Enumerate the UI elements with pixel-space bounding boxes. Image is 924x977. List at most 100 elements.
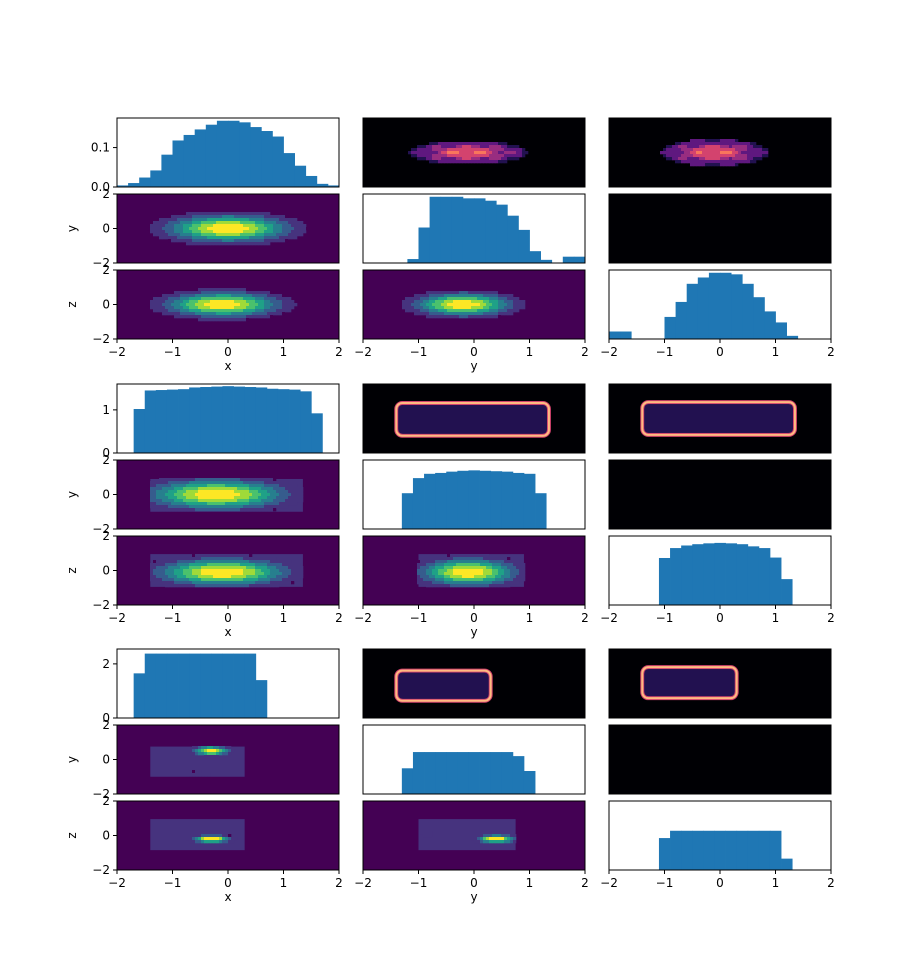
group-1-density-zx-cell	[153, 300, 157, 304]
group-2-density-zy-cell	[429, 578, 433, 582]
group-1-y-axis-tick-label: 2	[102, 187, 110, 201]
group-2-density-yx-cell	[294, 484, 298, 488]
group-2-density-zx-cell	[279, 566, 283, 570]
group-2-hist-x-bar	[233, 386, 246, 453]
group-2-density-zx-cell	[195, 575, 199, 579]
group-1-magma-xz-cell	[699, 148, 703, 152]
group-1-density-zx-cell	[258, 291, 262, 295]
group-1-density-zy-cell	[510, 306, 514, 310]
group-1-density-zy-cell	[471, 297, 475, 301]
group-2-density-yx-cell	[291, 493, 295, 497]
group-2-density-zx-cell	[165, 581, 169, 585]
group-3-ylabel-z: z	[65, 832, 79, 838]
group-3-density-zx-cell	[219, 834, 223, 838]
group-1-bottom-axis-3-tick-label: 0	[716, 345, 724, 359]
group-1-panel-frame	[608, 117, 832, 188]
group-2-density-zx-cell	[159, 560, 163, 564]
group-1-density-yx-cell	[231, 218, 235, 222]
group-2-density-zy-cell	[468, 584, 472, 588]
group-1-density-zy-cell	[432, 315, 436, 319]
group-1-magma-xz-cell	[708, 157, 712, 161]
group-1-magma-xy-cell	[501, 145, 505, 149]
group-1-density-zx-cell	[252, 315, 256, 319]
group-2-density-yx-cell	[267, 481, 271, 485]
group-2-density-zx-cell	[288, 578, 292, 582]
group-2-density-zx-cell	[231, 566, 235, 570]
group-2-density-zx-cell	[180, 569, 184, 573]
group-2-density-zx-cell	[264, 584, 268, 588]
group-1-density-zx-cell	[243, 315, 247, 319]
group-1-density-zx-cell	[234, 300, 238, 304]
group-2-density-zx-cell	[294, 572, 298, 576]
group-2-density-zx-cell	[249, 581, 253, 585]
group-2-density-zx-cell	[237, 584, 241, 588]
group-1-density-zy-cell	[444, 294, 448, 298]
group-1-hist-y-bar	[485, 200, 497, 263]
group-1-density-yx-cell	[252, 239, 256, 243]
group-2-density-yx-cell	[243, 508, 247, 512]
group-2-density-yx-cell	[159, 490, 163, 494]
group-1-density-zy-cell	[486, 303, 490, 307]
group-1-magma-xy-cell	[510, 145, 514, 149]
group-2-density-yx-cell	[186, 496, 190, 500]
group-1-magma-xz-cell	[684, 160, 688, 164]
group-1-magma-xz-cell	[732, 145, 736, 149]
group-2-density-yx-cell	[222, 481, 226, 485]
group-2-hist-x-bar	[289, 389, 301, 453]
group-1-density-zx-cell	[195, 303, 199, 307]
group-2-density-zy-cell	[441, 584, 445, 588]
group-2-density-yx-cell	[249, 484, 253, 488]
group-2-density-zy-cell	[423, 563, 427, 567]
group-1-density-zx-cell	[216, 288, 220, 292]
group-2-density-yx-cell	[288, 502, 292, 506]
group-2-density-zx-cell	[255, 572, 259, 576]
group-1-density-zx-cell	[255, 294, 259, 298]
group-2-density-zy-cell	[453, 584, 457, 588]
group-1-density-yx-cell	[153, 227, 157, 231]
group-1-density-zy-cell	[468, 294, 472, 298]
group-1-magma-xz-cell	[681, 151, 685, 155]
group-1-density-zx-cell	[216, 312, 220, 316]
group-2-density-yx-cell	[171, 484, 175, 488]
group-2-density-yx-cell	[183, 493, 187, 497]
group-2-density-zy-cell	[450, 563, 454, 567]
group-2-density-zx-cell	[189, 572, 193, 576]
group-1-magma-xy-cell	[438, 148, 442, 152]
group-2-density-zx-cell	[216, 572, 220, 576]
group-1-density-yx-cell	[234, 239, 238, 243]
group-1-density-yx-cell	[162, 230, 166, 234]
group-2-density-zx-cell	[171, 581, 175, 585]
group-1-density-zx-cell	[174, 300, 178, 304]
group-2-density-zy-cell	[486, 569, 490, 573]
group-1-density-zy-cell	[483, 294, 487, 298]
group-2-density-yx-cell	[150, 490, 154, 494]
group-2-density-yx-cell	[264, 484, 268, 488]
group-2-density-yx-cell	[180, 493, 184, 497]
group-2-density-yx-cell	[162, 478, 166, 482]
group-1-density-yx-cell	[222, 224, 226, 228]
group-1-density-yx-cell	[216, 236, 220, 240]
group-2-density-yx-cell	[252, 478, 256, 482]
group-2-density-zx-cell	[270, 578, 274, 582]
group-1-magma-xz-cell	[735, 163, 739, 167]
group-1-density-zy-cell	[480, 315, 484, 319]
group-1-density-zy-cell	[408, 300, 412, 304]
group-1-density-zy-cell	[489, 312, 493, 316]
group-1-density-yx-cell	[240, 218, 244, 222]
group-1-density-yx-cell	[294, 224, 298, 228]
group-1-magma-xz-cell	[693, 139, 697, 143]
group-1-bottom-axis-2-tick-label: 0	[470, 345, 478, 359]
group-2-density-zy-cell	[498, 569, 502, 573]
group-1-bottom-axis-3-tick-label: 1	[772, 345, 780, 359]
group-2-density-yx-cell	[225, 496, 229, 500]
group-1-density-zy-cell	[438, 294, 442, 298]
group-1-density-zx-cell	[156, 303, 160, 307]
group-1-density-zx-cell	[234, 315, 238, 319]
group-1-density-yx-cell	[159, 221, 163, 225]
group-2-density-zx-cell	[189, 560, 193, 564]
group-2-density-yx-cell	[207, 481, 211, 485]
group-1-magma-xz-cell	[696, 154, 700, 158]
group-1-magma-xz-cell	[747, 151, 751, 155]
group-1-density-zx-cell	[243, 312, 247, 316]
group-2-density-yx-cell	[243, 505, 247, 509]
